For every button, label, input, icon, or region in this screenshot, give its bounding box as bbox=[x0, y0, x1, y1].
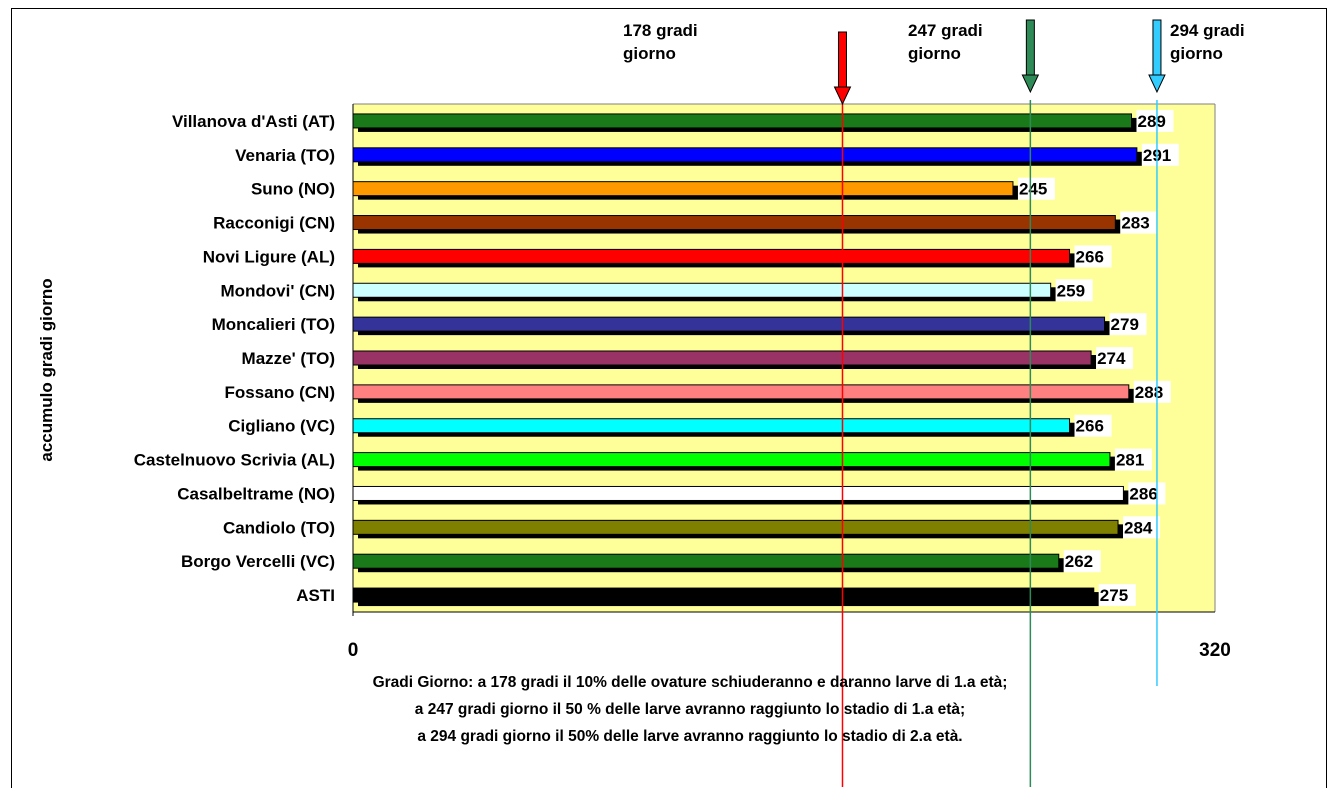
caption: Gradi Giorno: a 178 gradi il 10% delle o… bbox=[373, 674, 1008, 745]
threshold-arrow-head bbox=[1021, 74, 1040, 94]
value-label-box bbox=[1128, 482, 1166, 505]
bars bbox=[352, 113, 1142, 607]
value-label: 259 bbox=[1057, 281, 1085, 300]
category-label: Cigliano (VC) bbox=[228, 417, 335, 436]
value-label-box bbox=[1074, 245, 1112, 268]
category-label: Fossano (CN) bbox=[225, 383, 336, 402]
category-label: Novi Ligure (AL) bbox=[203, 247, 335, 266]
category-labels: Villanova d'Asti (AT) Venaria (TO) Suno (N… bbox=[134, 112, 335, 605]
threshold-markers: 178 gradi giorno 247 gradi giorno 294 gradi g… bbox=[623, 19, 1245, 787]
value-label-box bbox=[1133, 380, 1171, 403]
caption-line: Gradi Giorno: a 178 gradi il 10% delle o… bbox=[373, 674, 1008, 691]
category-label: Mazze' (TO) bbox=[242, 349, 335, 368]
value-label: 266 bbox=[1076, 247, 1104, 266]
bar bbox=[352, 316, 1106, 332]
value-label: 275 bbox=[1100, 586, 1128, 605]
value-label: 262 bbox=[1065, 552, 1093, 571]
category-label: Villanova d'Asti (AT) bbox=[172, 112, 335, 131]
value-label: 289 bbox=[1137, 112, 1165, 131]
bar bbox=[352, 384, 1130, 400]
value-label: 281 bbox=[1116, 451, 1144, 470]
category-label: Candiolo (TO) bbox=[223, 518, 335, 537]
x-tick-label: 0 bbox=[348, 640, 359, 661]
threshold-label: 247 gradi bbox=[908, 21, 983, 40]
y-axis-label: accumulo gradi giorno bbox=[37, 278, 56, 461]
value-label-box bbox=[1017, 177, 1055, 200]
value-label: 279 bbox=[1111, 315, 1139, 334]
value-label: 286 bbox=[1129, 484, 1157, 503]
bar bbox=[352, 519, 1119, 535]
value-label-box bbox=[1096, 347, 1134, 369]
threshold-label: giorno bbox=[623, 44, 676, 63]
threshold-arrow-head bbox=[833, 86, 852, 106]
value-label-box bbox=[1063, 550, 1101, 573]
bar bbox=[352, 485, 1124, 501]
threshold-arrow-shaft bbox=[837, 31, 847, 88]
x-tick-labels: 0 320 bbox=[348, 640, 1231, 661]
value-label-box bbox=[1109, 313, 1147, 336]
caption-line: a 247 gradi giorno il 50 % delle larve a… bbox=[415, 701, 965, 718]
chart-frame bbox=[11, 8, 1327, 788]
x-tick-label: 320 bbox=[1199, 640, 1231, 661]
threshold-label: 178 gradi bbox=[623, 21, 698, 40]
bar bbox=[352, 181, 1014, 197]
value-label: 283 bbox=[1121, 214, 1149, 233]
threshold-arrow-shaft bbox=[1152, 19, 1162, 76]
threshold-arrow-head bbox=[1148, 74, 1166, 94]
value-label: 284 bbox=[1124, 518, 1153, 537]
value-label: 274 bbox=[1097, 349, 1126, 368]
category-label: Venaria (TO) bbox=[235, 146, 335, 165]
threshold-arrow-shaft bbox=[1025, 19, 1035, 76]
category-label: Mondovi' (CN) bbox=[220, 281, 335, 300]
bar bbox=[352, 215, 1116, 231]
category-label: Borgo Vercelli (VC) bbox=[181, 552, 335, 571]
value-label-box bbox=[1120, 211, 1158, 234]
category-label: ASTI bbox=[296, 586, 335, 605]
value-label: 288 bbox=[1135, 383, 1163, 402]
threshold-label: giorno bbox=[908, 44, 961, 63]
value-label-box bbox=[1123, 516, 1161, 539]
bar bbox=[352, 587, 1095, 603]
value-labels: 2892912452832662592792742882662812862842… bbox=[1017, 109, 1179, 607]
value-label: 266 bbox=[1076, 417, 1104, 436]
bar bbox=[352, 248, 1071, 264]
bar bbox=[352, 418, 1071, 434]
bar bbox=[352, 282, 1052, 298]
value-label-box bbox=[1074, 414, 1112, 437]
threshold-label: 294 gradi bbox=[1170, 21, 1245, 40]
threshold-label: giorno bbox=[1170, 44, 1223, 63]
caption-line: a 294 gradi giorno il 50% delle larve av… bbox=[417, 728, 962, 745]
value-label: 245 bbox=[1019, 180, 1047, 199]
category-label: Racconigi (CN) bbox=[213, 214, 335, 233]
value-label-box bbox=[1114, 448, 1152, 471]
category-label: Suno (NO) bbox=[251, 180, 335, 199]
category-label: Moncalieri (TO) bbox=[212, 315, 335, 334]
bar bbox=[352, 350, 1092, 366]
value-label-box bbox=[1141, 143, 1179, 166]
bar bbox=[352, 113, 1132, 129]
bar bbox=[352, 452, 1111, 468]
value-label-box bbox=[1136, 109, 1174, 132]
category-label: Castelnuovo Scrivia (AL) bbox=[134, 451, 335, 470]
value-label-box bbox=[1055, 279, 1093, 302]
category-label: Casalbeltrame (NO) bbox=[177, 484, 335, 503]
value-label-box bbox=[1098, 584, 1136, 607]
bar bbox=[352, 553, 1060, 569]
bar bbox=[352, 147, 1138, 163]
